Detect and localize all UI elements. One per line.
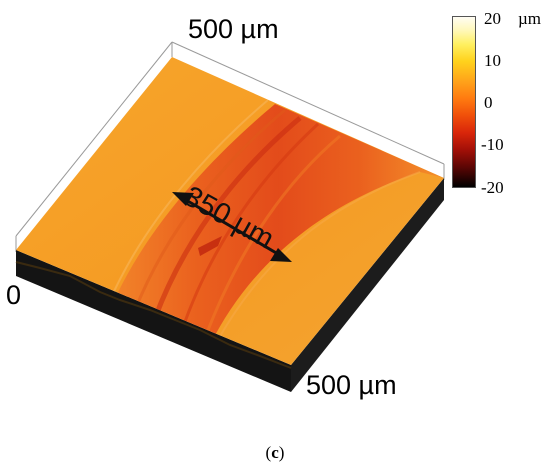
figure-caption: (c): [0, 444, 550, 461]
wear-track-edge-highlight: [109, 99, 269, 301]
width-arrow: [172, 192, 292, 262]
colorbar-tick-label: 20: [484, 9, 501, 28]
colorbar-tick-label: -20: [481, 178, 504, 197]
colorbar-tick-label: 10: [484, 51, 501, 70]
wear-track: [112, 104, 444, 345]
arrow-head-right: [270, 248, 292, 262]
surface-front-wall: [16, 250, 291, 392]
wear-track-deep-spot: [198, 236, 222, 256]
colorbar-unit: µm: [518, 9, 542, 28]
wear-track-groove: [133, 108, 286, 311]
caption-close-paren: ): [278, 443, 285, 462]
bounding-box: [15, 41, 445, 252]
colorbar-tick-label: 0: [484, 93, 493, 112]
wear-track-groove: [180, 122, 320, 331]
wear-track-edge-highlight: [214, 171, 421, 346]
arrow-head-left: [172, 192, 194, 206]
axis-top-label: 500 µm: [188, 14, 279, 44]
axis-origin-label: 0: [6, 280, 22, 310]
caption-letter: c: [271, 443, 279, 462]
wear-track-groove: [152, 116, 302, 319]
wall-rough-edge: [15, 261, 292, 369]
colorbar: [452, 16, 476, 188]
surface-right-wall: [291, 178, 444, 392]
colorbar-tick-label: -10: [481, 135, 504, 154]
caption-open-paren: (: [265, 443, 272, 462]
axis-right-label: 500 µm: [306, 370, 397, 400]
wear-track-groove: [203, 134, 341, 339]
